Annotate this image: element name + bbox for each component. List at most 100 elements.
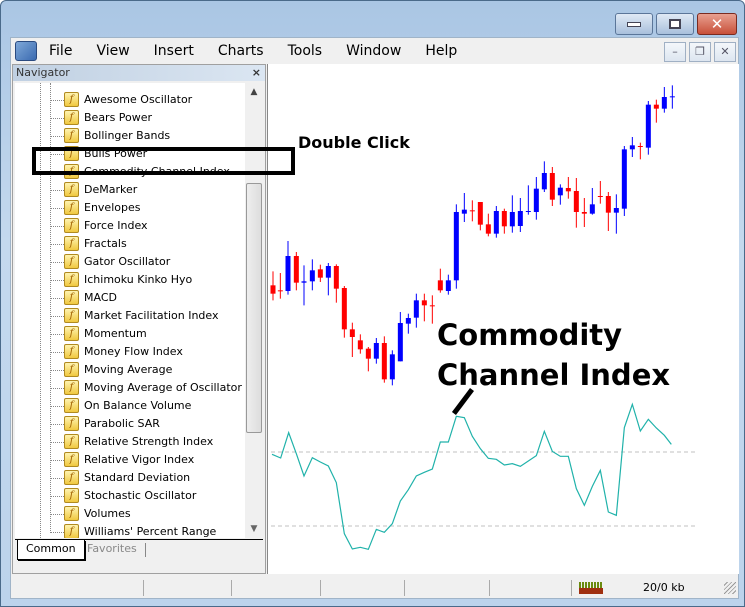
candle-body — [629, 145, 635, 150]
indicator-label: Momentum — [84, 327, 147, 340]
maximize-button[interactable] — [656, 13, 694, 35]
indicator-item[interactable]: f Envelopes — [15, 199, 245, 217]
menu-view[interactable]: View — [96, 43, 130, 59]
indicator-label: Relative Vigor Index — [84, 453, 195, 466]
tree-connector — [50, 478, 64, 479]
indicator-label: Awesome Oscillator — [84, 93, 193, 106]
candle-body — [493, 211, 499, 234]
indicator-label: Relative Strength Index — [84, 435, 214, 448]
indicator-label: Bollinger Bands — [84, 129, 171, 142]
app-icon[interactable] — [15, 41, 37, 61]
indicator-item[interactable]: f Gator Oscillator — [15, 253, 245, 271]
candle-body — [301, 281, 307, 283]
indicator-label: Envelopes — [84, 201, 141, 214]
navigator-close-button[interactable]: × — [251, 66, 261, 79]
indicator-function-icon: f — [64, 128, 79, 143]
tree-line — [40, 83, 41, 538]
candle-body — [405, 318, 411, 324]
chart-window[interactable] — [267, 64, 739, 574]
indicator-label: Force Index — [84, 219, 148, 232]
mdi-restore-button[interactable]: ❐ — [689, 42, 711, 62]
candle-body — [557, 187, 563, 196]
indicator-item[interactable]: f Relative Strength Index — [15, 433, 245, 451]
menu-file[interactable]: File — [49, 43, 73, 59]
navigator-scrollbar[interactable]: ▲ ▼ — [245, 83, 263, 538]
status-separator — [143, 580, 144, 596]
candle-body — [605, 196, 611, 213]
minimize-button[interactable] — [615, 13, 653, 35]
indicator-function-icon: f — [64, 362, 79, 377]
indicator-item[interactable]: f On Balance Volume — [15, 397, 245, 415]
tree-connector — [50, 244, 64, 245]
menu-tools[interactable]: Tools — [287, 43, 323, 59]
candle-body — [661, 97, 667, 109]
candle-body — [341, 288, 347, 330]
resize-grip-icon[interactable] — [724, 582, 736, 594]
indicator-item[interactable]: f Moving Average of Oscillator — [15, 379, 245, 397]
menu-insert[interactable]: Insert — [153, 43, 194, 59]
indicator-item[interactable]: f Force Index — [15, 217, 245, 235]
candle-body — [525, 211, 531, 212]
candle-body — [461, 209, 467, 214]
candle-body — [637, 146, 643, 147]
tree-connector — [50, 352, 64, 353]
indicator-item[interactable]: f Market Facilitation Index — [15, 307, 245, 325]
status-separator — [320, 580, 321, 596]
indicator-item[interactable]: f Parabolic SAR — [15, 415, 245, 433]
indicator-item[interactable]: f Volumes — [15, 505, 245, 523]
tree-connector — [50, 442, 64, 443]
indicator-function-icon: f — [64, 488, 79, 503]
indicator-item[interactable]: f Awesome Oscillator — [15, 91, 245, 109]
indicator-item[interactable]: f Momentum — [15, 325, 245, 343]
candle-body — [573, 191, 579, 212]
indicator-function-icon: f — [64, 182, 79, 197]
mdi-close-button[interactable]: ✕ — [714, 42, 736, 62]
main-area: File View Insert Charts Tools Window Hel… — [10, 37, 739, 599]
indicator-function-icon: f — [64, 470, 79, 485]
indicator-item[interactable]: f Stochastic Oscillator — [15, 487, 245, 505]
close-button[interactable]: ✕ — [697, 13, 737, 35]
indicator-item[interactable]: f Bollinger Bands — [15, 127, 245, 145]
indicator-item[interactable]: f MACD — [15, 289, 245, 307]
scroll-thumb[interactable] — [246, 183, 262, 433]
scroll-up-arrow[interactable]: ▲ — [250, 87, 258, 97]
mdi-minimize-button[interactable]: – — [664, 42, 686, 62]
indicator-item[interactable]: f Fractals — [15, 235, 245, 253]
indicator-label: Volumes — [84, 507, 131, 520]
indicator-item[interactable]: f Williams' Percent Range — [15, 523, 245, 538]
indicator-function-icon: f — [64, 218, 79, 233]
tab-common[interactable]: Common — [17, 540, 85, 560]
menu-help[interactable]: Help — [425, 43, 458, 59]
indicator-item[interactable]: f Standard Deviation — [15, 469, 245, 487]
candle-body — [317, 269, 323, 278]
candle-body — [469, 210, 475, 212]
candle-body — [325, 266, 331, 278]
candle-body — [509, 212, 515, 227]
menu-charts[interactable]: Charts — [217, 43, 264, 59]
indicator-item[interactable]: f Relative Vigor Index — [15, 451, 245, 469]
candle-body — [309, 270, 315, 282]
status-separator — [404, 580, 405, 596]
indicator-item[interactable]: f Bears Power — [15, 109, 245, 127]
indicator-function-icon: f — [64, 254, 79, 269]
indicator-label: DeMarker — [84, 183, 138, 196]
indicator-item[interactable]: f DeMarker — [15, 181, 245, 199]
tree-connector — [50, 460, 64, 461]
candle-body — [453, 212, 459, 281]
price-chart[interactable] — [268, 64, 740, 574]
candle-body — [429, 305, 435, 307]
indicator-item[interactable]: f Money Flow Index — [15, 343, 245, 361]
candle-body — [645, 104, 651, 148]
indicator-tree: f Awesome Oscillator f Bears Power f Bollinge… — [15, 83, 245, 538]
indicator-label: Fractals — [84, 237, 127, 250]
candle-body — [541, 173, 547, 190]
menu-window[interactable]: Window — [346, 43, 402, 59]
indicator-item[interactable]: f Moving Average — [15, 361, 245, 379]
status-separator — [489, 580, 490, 596]
scroll-down-arrow[interactable]: ▼ — [250, 524, 258, 534]
tab-favorites[interactable]: Favorites — [79, 543, 146, 557]
candle-body — [485, 224, 491, 234]
indicator-item[interactable]: f Ichimoku Kinko Hyo — [15, 271, 245, 289]
candle-body — [653, 104, 659, 109]
indicator-label: Gator Oscillator — [84, 255, 171, 268]
